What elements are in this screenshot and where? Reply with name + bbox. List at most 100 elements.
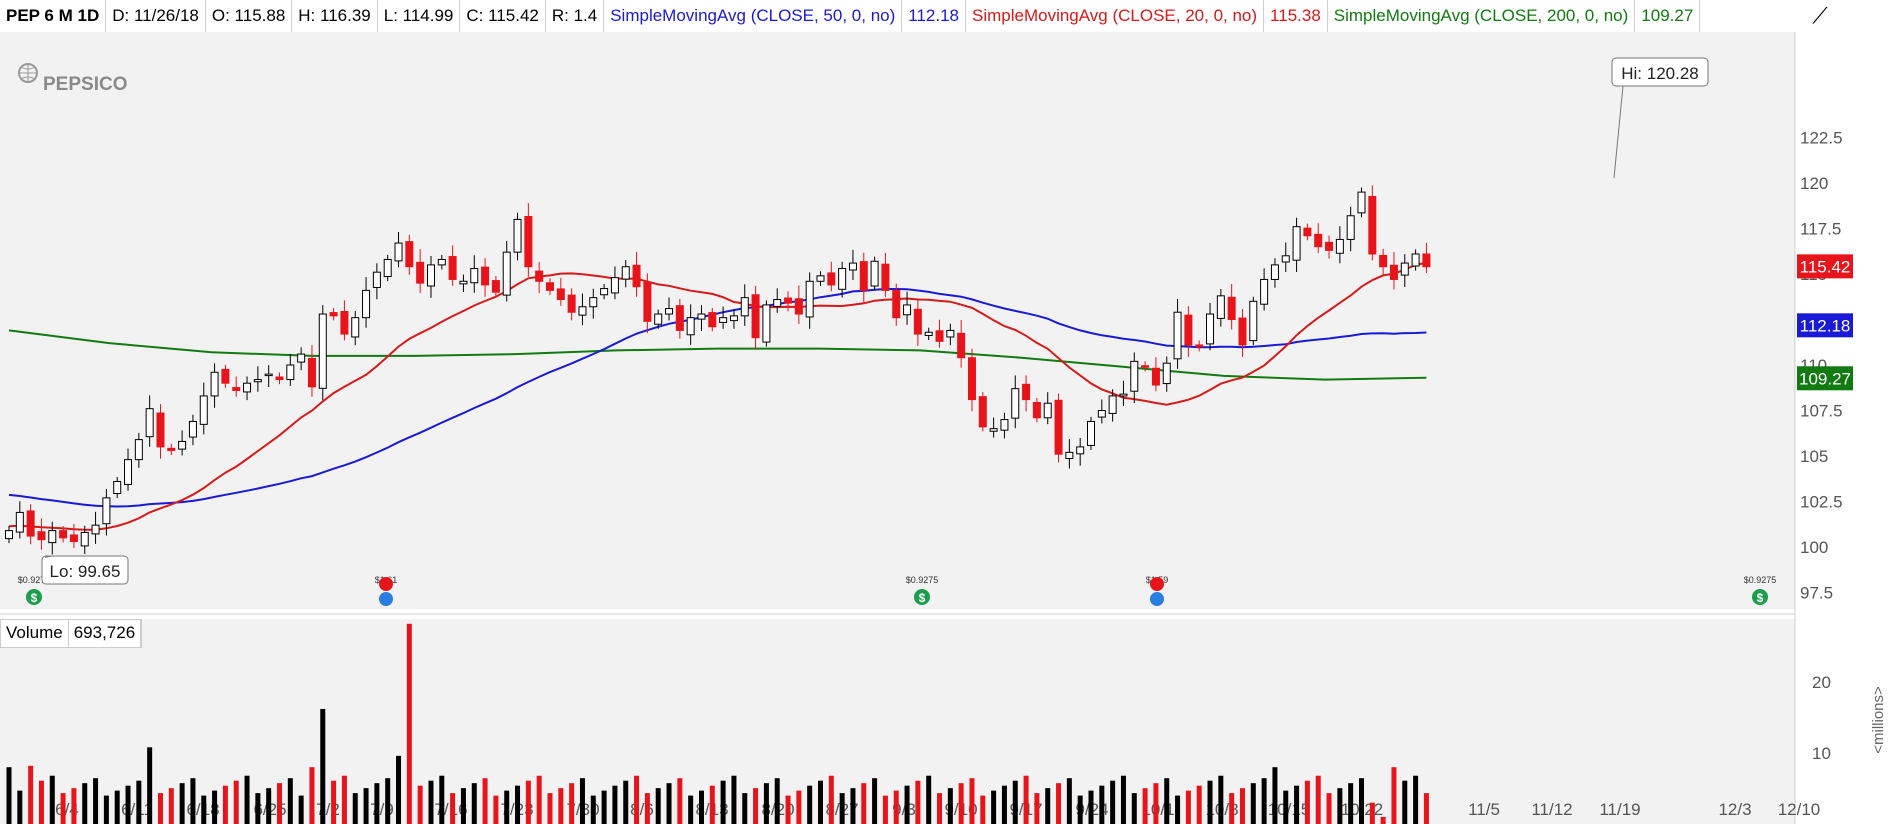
candle-down (881, 263, 890, 291)
volume-bar (926, 775, 932, 824)
volume-bar (569, 783, 575, 824)
volume-bar (666, 783, 672, 824)
candle-up (91, 524, 100, 535)
info-icon[interactable] (1150, 592, 1164, 606)
volume-bar (212, 790, 218, 824)
candle-up (1130, 360, 1139, 392)
candle-down (1141, 365, 1150, 368)
candle-down (1032, 401, 1041, 419)
sma-path (8, 261, 1427, 531)
drawing-tool-icon[interactable]: ⟋ (1812, 3, 1828, 28)
volume-bar (763, 783, 769, 824)
open-readout: O: 115.88 (206, 0, 293, 32)
volume-bar (385, 778, 391, 824)
candle-up (1065, 451, 1074, 460)
earnings-icon[interactable] (379, 577, 393, 591)
dividend-icon[interactable] (914, 589, 930, 605)
candle-down (1389, 264, 1398, 280)
volume-bar (623, 780, 629, 824)
volume-bar (1142, 788, 1148, 824)
candle-down (751, 294, 760, 339)
volume-bar (374, 783, 380, 824)
volume-bar (136, 780, 142, 824)
candle-up (1346, 215, 1355, 240)
volume-title: Volume (1, 620, 69, 647)
candle-up (513, 218, 522, 253)
low-readout: L: 114.99 (378, 0, 461, 32)
candle-up (1076, 446, 1085, 455)
price-tick-label: 97.5 (1800, 584, 1833, 603)
price-tick-label: 107.5 (1800, 402, 1843, 421)
close-price-tag (1797, 254, 1853, 279)
candle-up (362, 289, 371, 319)
candle-down (1379, 254, 1388, 268)
candle-up (1260, 278, 1269, 305)
candle-up (253, 379, 262, 383)
time-tick-label: 11/19 (1599, 800, 1640, 819)
earnings-icon[interactable] (1150, 577, 1164, 591)
candle-up (719, 317, 728, 323)
price-tick-label: 102.5 (1800, 493, 1843, 512)
volume-bar (233, 780, 239, 824)
dividend-icon[interactable] (26, 589, 42, 605)
volume-bar (341, 775, 347, 824)
sma200-price-tag (1797, 366, 1853, 391)
volume-bars (6, 623, 1429, 824)
time-tick-label: 8/6 (630, 800, 654, 819)
volume-bar (1380, 816, 1386, 824)
volume-tick-label: 20 (1812, 673, 1831, 692)
volume-bar (71, 788, 77, 824)
info-icon[interactable] (379, 592, 393, 606)
candle-down (26, 510, 35, 537)
candle-down (708, 312, 717, 328)
candle-down (1195, 344, 1204, 348)
volume-bar (363, 788, 369, 824)
volume-bar (287, 778, 293, 824)
time-tick-label: 12/10 (1778, 800, 1821, 819)
candle-up (989, 428, 998, 432)
candle-up (1249, 300, 1258, 342)
volume-bar (937, 793, 943, 824)
candle-down (69, 534, 78, 543)
candle-down (567, 294, 576, 313)
candle-up (740, 297, 749, 317)
candle-down (978, 396, 987, 428)
lo-label: Lo: 99.65 (50, 562, 121, 581)
volume-bar (515, 785, 521, 824)
candle-down (535, 270, 544, 282)
sma20-label[interactable]: SimpleMovingAvg (CLOSE, 20, 0, no) (966, 0, 1265, 32)
candle-down (1422, 253, 1431, 268)
volume-bar (1272, 767, 1278, 824)
dividend-icon[interactable] (1752, 589, 1768, 605)
candle-up (946, 329, 955, 338)
volume-bar (396, 755, 402, 824)
candle-up (1162, 362, 1171, 385)
candle-up (1281, 255, 1290, 263)
volume-bar (244, 775, 250, 824)
volume-bar (818, 780, 823, 824)
time-tick-label: 12/3 (1718, 800, 1751, 819)
high-readout: H: 116.39 (292, 0, 378, 32)
candle-up (102, 497, 111, 525)
volume-bar (796, 790, 802, 824)
candle-up (762, 304, 771, 343)
volume-bar (1164, 778, 1170, 824)
volume-bar (850, 788, 856, 824)
candle-down (794, 298, 803, 315)
candle-up (113, 480, 122, 494)
sma50-label[interactable]: SimpleMovingAvg (CLOSE, 50, 0, no) (604, 0, 903, 32)
volume-bar (547, 793, 553, 824)
volume-bar (28, 765, 34, 824)
sma200-label[interactable]: SimpleMovingAvg (CLOSE, 200, 0, no) (1328, 0, 1636, 32)
volume-bar (103, 795, 109, 824)
volume-bar (168, 788, 174, 824)
candle-up (1206, 313, 1215, 345)
candle-up (188, 420, 197, 438)
volume-bar (1175, 795, 1181, 824)
candle-down (1303, 227, 1312, 237)
candle-up (870, 260, 879, 287)
lo-bubble (41, 555, 129, 585)
candle-up (502, 251, 511, 296)
symbol-label[interactable]: PEP 6 M 1D (0, 0, 107, 32)
